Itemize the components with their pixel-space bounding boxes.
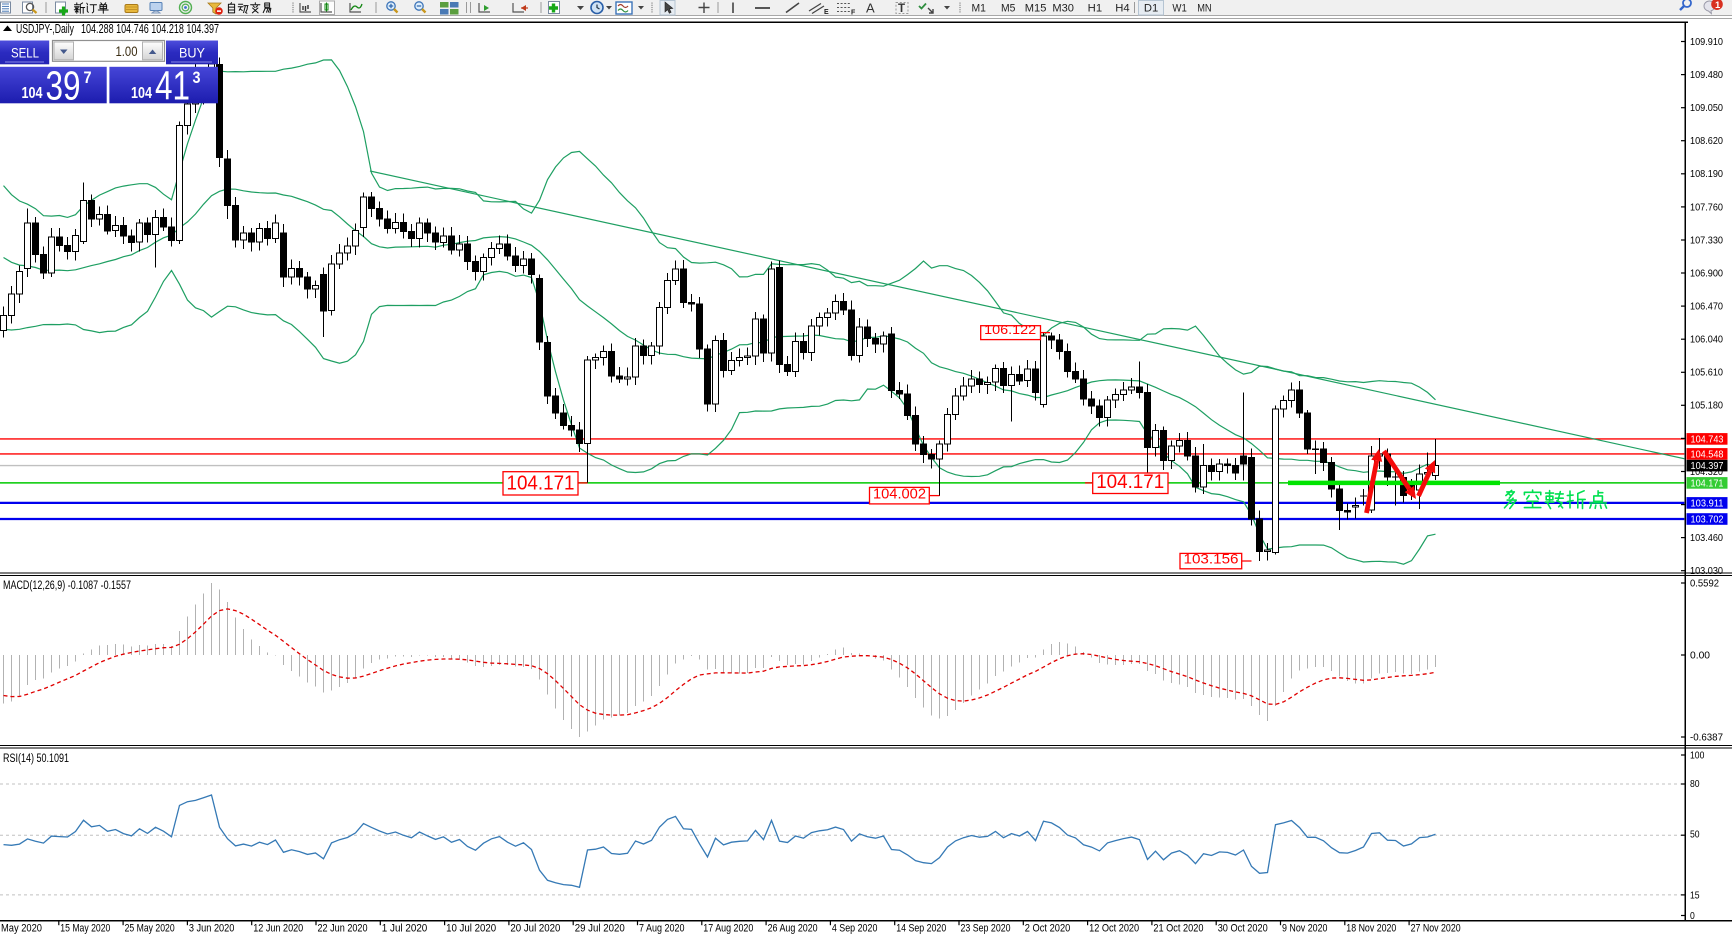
svg-text:100: 100 bbox=[1690, 749, 1705, 761]
svg-text:80: 80 bbox=[1690, 778, 1700, 790]
svg-text:106.040: 106.040 bbox=[1690, 334, 1723, 346]
svg-text:M30: M30 bbox=[1052, 3, 1074, 15]
svg-text:0.5592: 0.5592 bbox=[1690, 577, 1719, 589]
svg-text:A: A bbox=[866, 1, 875, 16]
svg-text:H1: H1 bbox=[1088, 3, 1102, 15]
svg-text:108.190: 108.190 bbox=[1690, 168, 1723, 180]
svg-text:39: 39 bbox=[46, 63, 81, 109]
svg-text:109.910: 109.910 bbox=[1690, 36, 1723, 48]
svg-text:E: E bbox=[824, 9, 829, 16]
svg-text:18 Nov 2020: 18 Nov 2020 bbox=[1346, 923, 1396, 934]
svg-text:D1: D1 bbox=[1144, 3, 1158, 15]
svg-text:0.00: 0.00 bbox=[1690, 649, 1710, 661]
svg-text:12 Oct 2020: 12 Oct 2020 bbox=[1089, 923, 1139, 934]
svg-text:21 Oct 2020: 21 Oct 2020 bbox=[1153, 923, 1203, 934]
svg-text:M1: M1 bbox=[972, 3, 986, 15]
svg-text:10 Jul 2020: 10 Jul 2020 bbox=[446, 923, 496, 934]
svg-text:14 Sep 2020: 14 Sep 2020 bbox=[896, 923, 946, 934]
svg-text:3 Jun 2020: 3 Jun 2020 bbox=[189, 923, 235, 934]
svg-text:15: 15 bbox=[1690, 889, 1700, 901]
svg-text:15 May 2020: 15 May 2020 bbox=[60, 923, 110, 934]
svg-text:104.288 104.746 104.218 104.39: 104.288 104.746 104.218 104.397 bbox=[81, 22, 219, 36]
svg-text:104: 104 bbox=[22, 85, 43, 102]
svg-text:25 May 2020: 25 May 2020 bbox=[125, 923, 175, 934]
svg-text:104.171: 104.171 bbox=[507, 473, 575, 495]
svg-text:103.911: 103.911 bbox=[1691, 498, 1724, 510]
svg-text:107.760: 107.760 bbox=[1690, 201, 1723, 213]
svg-text:BUY: BUY bbox=[179, 45, 206, 61]
svg-text:H4: H4 bbox=[1115, 3, 1129, 15]
svg-text:F: F bbox=[851, 10, 856, 17]
svg-text:7: 7 bbox=[84, 68, 92, 87]
svg-text:3: 3 bbox=[193, 68, 201, 87]
svg-text:41: 41 bbox=[155, 63, 190, 109]
svg-text:4 Sep 2020: 4 Sep 2020 bbox=[832, 923, 878, 934]
svg-text:-0.6387: -0.6387 bbox=[1690, 731, 1723, 743]
svg-text:106.470: 106.470 bbox=[1690, 301, 1723, 313]
svg-text:104: 104 bbox=[131, 85, 152, 102]
svg-text:104.171: 104.171 bbox=[1096, 472, 1164, 493]
svg-text:30 Oct 2020: 30 Oct 2020 bbox=[1218, 923, 1268, 934]
svg-text:USDJPY-,Daily: USDJPY-,Daily bbox=[16, 22, 75, 36]
svg-text:106.900: 106.900 bbox=[1690, 267, 1723, 279]
svg-text:RSI(14) 50.1091: RSI(14) 50.1091 bbox=[3, 753, 69, 765]
svg-text:50: 50 bbox=[1690, 829, 1700, 841]
svg-text:SELL: SELL bbox=[11, 45, 39, 61]
svg-text:104.002: 104.002 bbox=[873, 486, 926, 502]
svg-text:109.050: 109.050 bbox=[1690, 102, 1723, 114]
svg-text:MACD(12,26,9) -0.1087 -0.1557: MACD(12,26,9) -0.1087 -0.1557 bbox=[3, 580, 131, 592]
svg-text:106.122: 106.122 bbox=[984, 323, 1036, 337]
svg-text:2 Oct 2020: 2 Oct 2020 bbox=[1025, 923, 1071, 934]
svg-text:M15: M15 bbox=[1025, 3, 1047, 15]
svg-text:104.171: 104.171 bbox=[1691, 478, 1724, 490]
svg-text:103.030: 103.030 bbox=[1690, 565, 1723, 577]
svg-text:22 Jun 2020: 22 Jun 2020 bbox=[318, 923, 368, 934]
svg-text:T: T bbox=[898, 3, 905, 15]
svg-text:0: 0 bbox=[1690, 910, 1695, 922]
svg-text:103.702: 103.702 bbox=[1691, 514, 1724, 526]
svg-text:108.620: 108.620 bbox=[1690, 135, 1723, 147]
svg-text:105.180: 105.180 bbox=[1690, 400, 1723, 412]
svg-text:103.460: 103.460 bbox=[1690, 532, 1723, 544]
svg-text:M5: M5 bbox=[1001, 3, 1015, 15]
svg-text:104.548: 104.548 bbox=[1691, 449, 1724, 461]
svg-text:9 Nov 2020: 9 Nov 2020 bbox=[1282, 923, 1328, 934]
svg-text:103.156: 103.156 bbox=[1184, 550, 1239, 566]
svg-text:20 Jul 2020: 20 Jul 2020 bbox=[510, 923, 560, 934]
svg-text:27 Nov 2020: 27 Nov 2020 bbox=[1411, 923, 1461, 934]
svg-text:7 Aug 2020: 7 Aug 2020 bbox=[639, 923, 685, 934]
svg-text:104.397: 104.397 bbox=[1691, 460, 1724, 472]
svg-text:105.610: 105.610 bbox=[1690, 367, 1723, 379]
svg-text:107.330: 107.330 bbox=[1690, 234, 1723, 246]
svg-text:May 2020: May 2020 bbox=[1, 923, 42, 934]
svg-text:1 Jul 2020: 1 Jul 2020 bbox=[382, 923, 428, 934]
svg-text:26 Aug 2020: 26 Aug 2020 bbox=[768, 923, 818, 934]
svg-text:104.743: 104.743 bbox=[1691, 434, 1724, 446]
svg-text:MN: MN bbox=[1197, 3, 1211, 15]
svg-text:17 Aug 2020: 17 Aug 2020 bbox=[703, 923, 753, 934]
svg-text:12 Jun 2020: 12 Jun 2020 bbox=[253, 923, 303, 934]
svg-text:109.480: 109.480 bbox=[1690, 69, 1723, 81]
svg-text:W1: W1 bbox=[1172, 3, 1186, 15]
svg-text:29 Jul 2020: 29 Jul 2020 bbox=[575, 923, 625, 934]
svg-text:1.00: 1.00 bbox=[116, 44, 138, 59]
svg-text:23 Sep 2020: 23 Sep 2020 bbox=[961, 923, 1011, 934]
svg-text:1: 1 bbox=[1715, 0, 1721, 11]
